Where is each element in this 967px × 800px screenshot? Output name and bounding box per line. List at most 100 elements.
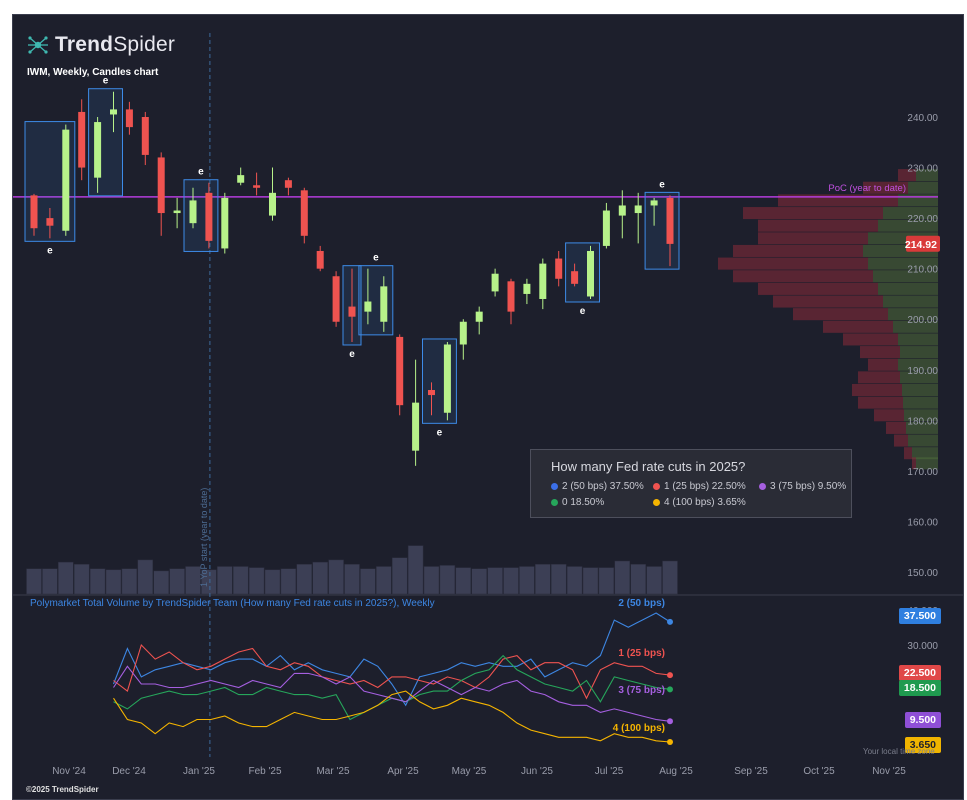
copyright: ©2025 TrendSpider (26, 785, 99, 794)
y-tick-label: 220.00 (907, 214, 938, 225)
volume-bar (487, 567, 503, 595)
candle-body (78, 111, 86, 168)
spider-logo-icon (28, 36, 48, 54)
earnings-marker: e (659, 179, 665, 190)
volume-bar (153, 570, 169, 595)
x-tick-label: Jan '25 (183, 766, 215, 777)
earnings-box (422, 338, 457, 424)
volume-profile-bar-down (733, 270, 873, 283)
volume-profile-bar-down (773, 295, 883, 308)
volume-profile-bar-up (868, 257, 938, 270)
candle-body (348, 306, 356, 317)
volume-profile-bar-down (758, 232, 868, 245)
volume-profile-bar-up (908, 434, 938, 447)
candle-body (507, 281, 515, 312)
earnings-marker: e (437, 427, 443, 438)
legend-label: 0 18.50% (562, 497, 605, 508)
volume-bar (73, 564, 90, 595)
volume-profile-bar-down (758, 282, 878, 295)
candle-body (412, 402, 420, 451)
volume-bar (423, 566, 440, 595)
volume-profile-bar-down (793, 308, 888, 321)
polymarket-legend: How many Fed rate cuts in 2025? 2 (50 bp… (530, 449, 852, 518)
volume-bar (662, 560, 678, 595)
candle-body (300, 190, 308, 236)
y-tick-label: 230.00 (907, 164, 938, 175)
volume-profile-bar-down (758, 219, 878, 232)
volume-profile-bar-up (898, 358, 938, 371)
volume-bar (201, 569, 217, 595)
volume-bar (58, 561, 74, 595)
legend-dot (653, 499, 660, 506)
volume-profile-bar-down (858, 396, 903, 409)
volume-bar (598, 567, 615, 595)
candle-body (523, 283, 531, 294)
earnings-box (88, 88, 123, 197)
candle-body (125, 109, 133, 128)
legend-label: 2 (50 bps) 37.50% (562, 481, 644, 492)
candle-body (253, 185, 261, 188)
legend-dot (653, 483, 660, 490)
indicator-line-3 (113, 665, 671, 722)
candle-body (94, 122, 102, 178)
indicator-end-dot (667, 686, 673, 693)
candle-body (269, 192, 276, 216)
earnings-box (183, 179, 219, 252)
candle-body (666, 197, 674, 244)
line-label: 3 (75 bps) (618, 685, 665, 696)
volume-profile-bar-up (916, 457, 938, 470)
volume-bar (376, 566, 392, 595)
x-tick-label: Jun '25 (521, 766, 553, 777)
volume-profile-bar-down (718, 257, 868, 270)
candle-body (428, 390, 435, 396)
candle-body (205, 192, 213, 241)
value-tag: 9.500 (904, 712, 941, 728)
x-tick-label: Mar '25 (316, 766, 349, 777)
volume-bar (137, 559, 154, 595)
indicator-line-0 (112, 612, 671, 707)
y-tick-label: 160.00 (907, 517, 938, 528)
chart-canvas[interactable]: 150.00 160.00 170.00 180.00 190.00 200.00 210.… (13, 15, 963, 799)
indicator-line-4 (113, 690, 671, 743)
candle-body (555, 258, 563, 279)
candle-body (237, 175, 245, 183)
indicator-line-1 (113, 643, 671, 700)
candle-body (173, 210, 181, 214)
volume-bar (503, 567, 519, 595)
x-tick-label: Nov '25 (872, 766, 906, 777)
volume-profile-bar-up (904, 409, 938, 422)
candle-body (491, 273, 499, 292)
volume-bar (535, 564, 551, 595)
indicator-title: Polymarket Total Volume by TrendSpider T… (30, 598, 435, 609)
x-tick-label: Oct '25 (803, 766, 835, 777)
last-price-label: 214.92 (905, 239, 937, 251)
value-tag: 37.500 (898, 608, 941, 624)
volume-bar (519, 566, 535, 595)
earnings-box (644, 191, 680, 270)
volume-bar (89, 568, 106, 595)
volume-bar (582, 567, 599, 595)
legend-dot (551, 499, 558, 506)
x-tick-label: Feb '25 (248, 766, 281, 777)
volume-bar (264, 569, 281, 595)
volume-bar (248, 567, 265, 595)
candle-body (110, 109, 117, 115)
brand-bold: Trend (55, 33, 114, 56)
volume-profile-bar-down (894, 434, 908, 447)
candle-body (618, 205, 626, 216)
volume-profile-bar-down (863, 181, 908, 194)
brand-light: Spider (113, 33, 176, 56)
earnings-marker: e (373, 253, 379, 264)
volume-bar (455, 567, 472, 595)
earnings-box (565, 242, 600, 303)
volume-bar (105, 569, 122, 595)
timezone-label: Your local time zone (863, 747, 935, 756)
earnings-marker: e (47, 245, 53, 256)
line-label: 1 (25 bps) (618, 648, 665, 659)
volume-profile-bar-down (843, 333, 898, 346)
volume-profile-bar-down (743, 207, 883, 220)
legend-dot (551, 483, 558, 490)
last-price-tag (906, 235, 940, 252)
candle-body (650, 200, 658, 206)
volume-profile-bar-up (900, 346, 938, 359)
